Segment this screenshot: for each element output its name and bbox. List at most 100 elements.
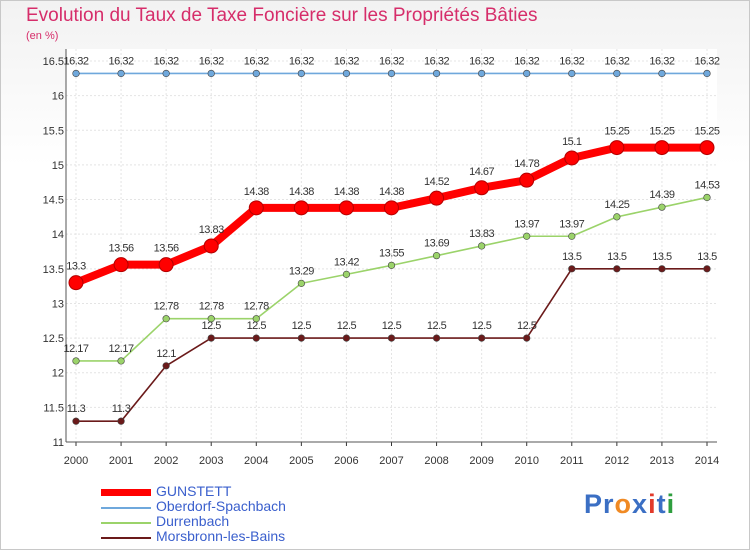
data-label-oberdorf-spachbach: 16.32 [514, 55, 539, 67]
data-point-morsbronn-les-bains [613, 265, 621, 273]
y-tick-label: 15.5 [43, 125, 64, 137]
data-label-morsbronn-les-bains: 12.5 [382, 320, 402, 332]
data-point-morsbronn-les-bains [568, 265, 576, 273]
data-label-morsbronn-les-bains: 12.5 [517, 320, 537, 332]
logo-letter: r [603, 489, 615, 519]
data-point-gunstett [68, 275, 84, 291]
data-label-durrenbach: 13.97 [514, 218, 539, 230]
data-point-durrenbach [252, 315, 260, 323]
x-tick-label: 2011 [560, 455, 584, 467]
x-tick-label: 2003 [199, 455, 223, 467]
data-label-gunstett: 15.25 [694, 126, 719, 138]
data-point-morsbronn-les-bains [523, 334, 531, 342]
logo-letter: i [666, 489, 676, 519]
data-label-oberdorf-spachbach: 16.32 [649, 55, 674, 67]
x-tick-label: 2014 [695, 455, 719, 467]
legend-swatch-durrenbach [101, 522, 151, 524]
data-point-morsbronn-les-bains [297, 334, 305, 342]
data-label-gunstett: 14.52 [424, 176, 449, 188]
y-tick-label: 14 [52, 229, 64, 241]
legend-label-durrenbach: Durrenbach [156, 513, 230, 529]
data-point-morsbronn-les-bains [162, 362, 170, 370]
data-point-morsbronn-les-bains [703, 265, 711, 273]
data-label-oberdorf-spachbach: 16.32 [694, 55, 719, 67]
data-point-gunstett [113, 257, 129, 273]
data-point-durrenbach [523, 232, 531, 240]
x-tick-label: 2005 [289, 455, 313, 467]
data-point-oberdorf-spachbach [387, 69, 396, 78]
data-label-oberdorf-spachbach: 16.32 [199, 55, 224, 67]
data-label-durrenbach: 12.17 [63, 343, 88, 355]
data-point-gunstett [248, 200, 264, 216]
data-point-oberdorf-spachbach [523, 69, 531, 78]
x-tick-label: 2000 [64, 455, 88, 467]
data-label-durrenbach: 13.83 [469, 228, 494, 240]
data-label-durrenbach: 13.42 [334, 256, 359, 268]
legend-item-oberdorf-spachbach: Oberdorf-Spachbach [101, 498, 401, 515]
logo-letter: P [584, 489, 604, 519]
data-point-gunstett [338, 200, 354, 216]
data-point-morsbronn-les-bains [658, 265, 666, 273]
data-label-oberdorf-spachbach: 16.32 [109, 55, 134, 67]
data-point-morsbronn-les-bains [342, 334, 351, 342]
data-point-gunstett [519, 172, 535, 188]
legend-label-morsbronn-les-bains: Morsbronn-les-Bains [156, 528, 286, 544]
y-tick-label: 11.5 [43, 402, 64, 414]
legend-item-morsbronn-les-bains: Morsbronn-les-Bains [101, 528, 401, 545]
data-label-gunstett: 15.25 [604, 126, 629, 138]
proxiti-logo: Proxiti [584, 489, 675, 520]
data-point-morsbronn-les-bains [117, 417, 125, 425]
x-tick-label: 2002 [154, 455, 178, 467]
data-label-oberdorf-spachbach: 16.32 [469, 55, 494, 67]
data-point-oberdorf-spachbach [162, 69, 170, 78]
data-point-oberdorf-spachbach [207, 69, 215, 78]
data-point-gunstett [654, 140, 670, 156]
data-label-durrenbach: 13.97 [559, 218, 584, 230]
data-point-durrenbach [297, 279, 305, 287]
data-point-durrenbach [478, 242, 486, 250]
y-tick-label: 15 [52, 160, 64, 172]
data-point-durrenbach [162, 315, 170, 323]
data-label-morsbronn-les-bains: 11.3 [67, 403, 86, 415]
legend-label-gunstett: GUNSTETT [156, 483, 232, 499]
data-label-gunstett: 14.78 [514, 158, 539, 170]
x-tick-label: 2008 [424, 455, 448, 467]
logo-letter: t [656, 489, 667, 519]
data-label-morsbronn-les-bains: 12.5 [292, 320, 312, 332]
data-point-durrenbach [117, 357, 125, 365]
legend-item-durrenbach: Durrenbach [101, 513, 401, 530]
data-label-morsbronn-les-bains: 12.5 [427, 320, 447, 332]
y-tick-label: 12.5 [43, 333, 64, 345]
data-label-durrenbach: 14.53 [694, 179, 719, 191]
chart-unit-label: (en %) [26, 30, 59, 42]
data-label-morsbronn-les-bains: 13.5 [697, 251, 717, 263]
data-label-morsbronn-les-bains: 12.5 [472, 320, 492, 332]
data-label-durrenbach: 12.17 [109, 343, 134, 355]
data-label-durrenbach: 13.55 [379, 247, 404, 259]
legend-swatch-oberdorf-spachbach [101, 507, 151, 509]
data-label-morsbronn-les-bains: 11.3 [112, 403, 131, 415]
data-label-oberdorf-spachbach: 16.32 [379, 55, 404, 67]
data-point-durrenbach [703, 193, 711, 202]
data-point-gunstett [203, 238, 219, 254]
data-point-gunstett [474, 180, 490, 196]
data-label-gunstett: 13.56 [154, 243, 179, 255]
data-point-gunstett [429, 190, 445, 206]
data-point-oberdorf-spachbach [613, 69, 621, 78]
data-point-durrenbach [658, 203, 666, 211]
data-label-oberdorf-spachbach: 16.32 [334, 55, 359, 67]
data-point-morsbronn-les-bains [72, 417, 80, 425]
y-tick-label: 12 [52, 368, 64, 380]
data-point-oberdorf-spachbach [342, 69, 351, 78]
x-tick-label: 2007 [379, 455, 403, 467]
y-tick-label: 16.5 [43, 56, 64, 68]
y-tick-label: 13.5 [43, 264, 64, 276]
data-point-oberdorf-spachbach [432, 69, 441, 78]
data-label-gunstett: 15.25 [649, 126, 674, 138]
legend-swatch-morsbronn-les-bains [101, 537, 151, 539]
x-tick-label: 2001 [109, 455, 133, 467]
data-point-oberdorf-spachbach [297, 69, 305, 78]
data-label-morsbronn-les-bains: 12.1 [156, 348, 176, 360]
data-label-oberdorf-spachbach: 16.32 [424, 55, 449, 67]
